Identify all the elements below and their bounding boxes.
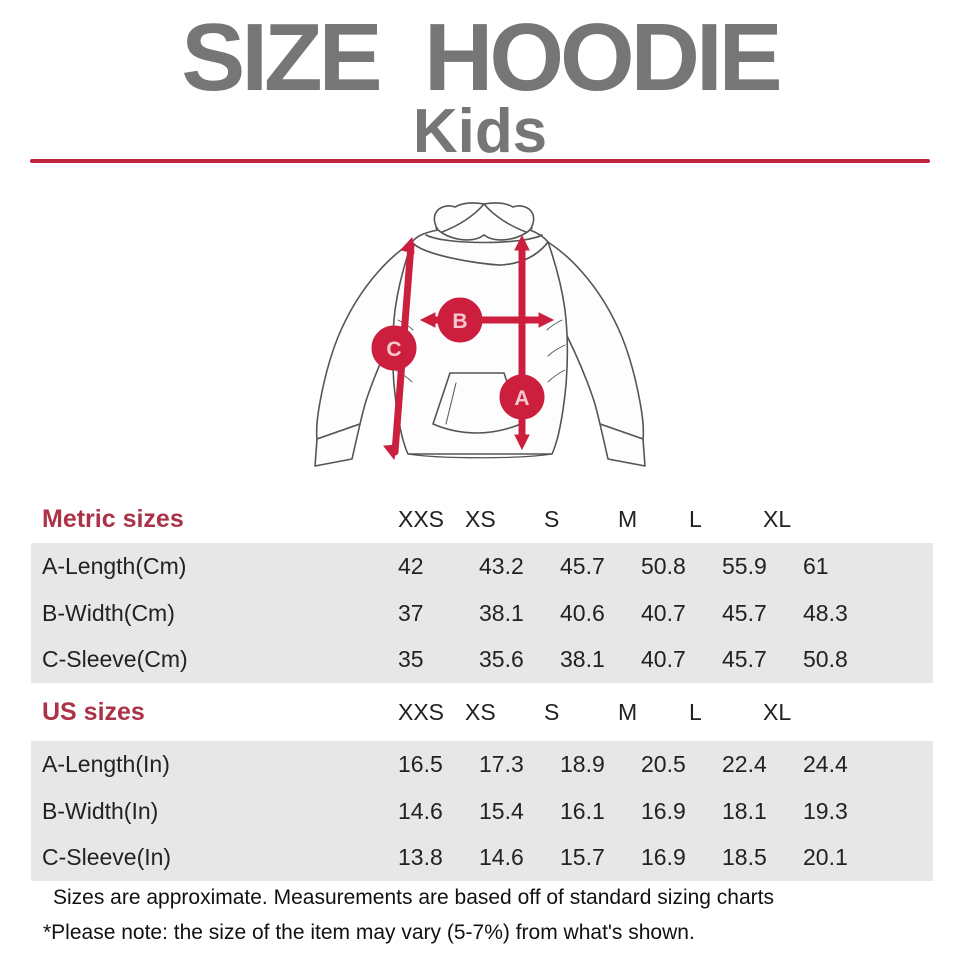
svg-text:B: B [452,310,467,333]
svg-text:C: C [386,338,401,361]
svg-text:A: A [514,387,529,410]
